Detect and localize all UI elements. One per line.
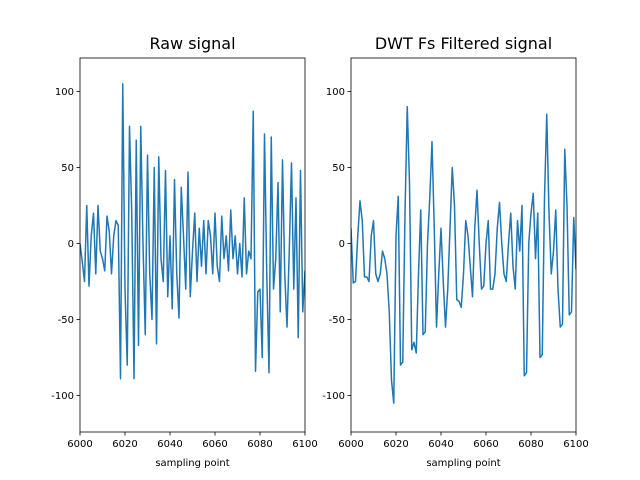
x-tick-label: 6080 — [247, 439, 272, 450]
axes-frame — [79, 57, 306, 433]
y-tick-label: 100 — [326, 87, 345, 98]
y-tick-label: -50 — [329, 315, 345, 326]
chart-title: DWT Fs Filtered signal — [375, 34, 552, 53]
plot-area — [351, 105, 576, 404]
signal-line — [351, 105, 576, 404]
x-tick-label: 6040 — [428, 439, 453, 450]
y-tick-label: 0 — [68, 239, 74, 250]
plot-area — [80, 83, 305, 380]
x-tick-label: 6000 — [67, 439, 92, 450]
x-axis-label: sampling point — [155, 458, 229, 469]
signal-line — [80, 83, 305, 380]
y-tick-label: -100 — [51, 391, 74, 402]
axes-frame — [350, 57, 577, 433]
x-axis-label: sampling point — [426, 458, 500, 469]
y-tick-label: 50 — [61, 163, 74, 174]
chart-title: Raw signal — [149, 34, 235, 53]
x-tick-label: 6000 — [338, 439, 363, 450]
x-tick-label: 6040 — [157, 439, 182, 450]
x-tick-label: 6020 — [112, 439, 137, 450]
y-tick-label: 0 — [339, 239, 345, 250]
x-tick-label: 6100 — [292, 439, 317, 450]
x-tick-label: 6060 — [473, 439, 498, 450]
x-tick-label: 6020 — [383, 439, 408, 450]
y-tick-label: -50 — [58, 315, 74, 326]
x-tick-label: 6080 — [518, 439, 543, 450]
x-tick-label: 6060 — [202, 439, 227, 450]
y-tick-label: -100 — [322, 391, 345, 402]
y-tick-label: 100 — [55, 87, 74, 98]
x-tick-label: 6100 — [563, 439, 588, 450]
y-tick-label: 50 — [332, 163, 345, 174]
